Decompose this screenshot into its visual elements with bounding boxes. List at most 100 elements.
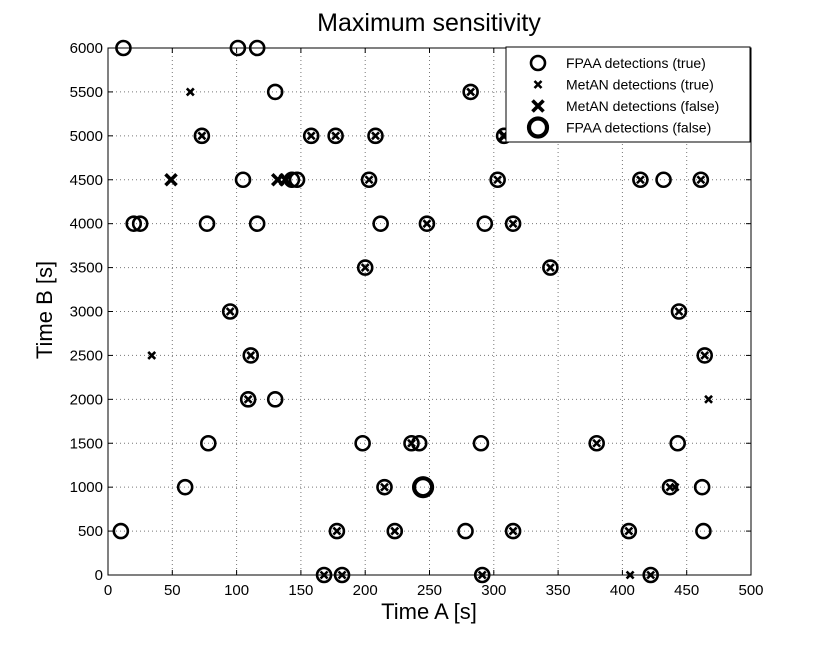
small-circle-point [695, 522, 712, 540]
small-x-point [225, 307, 235, 316]
small-circle-point [372, 215, 389, 232]
y-tick-label: 6000 [70, 40, 103, 57]
legend-marker [529, 54, 547, 72]
small-circle-point [266, 83, 284, 101]
small-circle-point [200, 434, 217, 452]
small-circle-point [403, 434, 420, 452]
large-x-point [278, 172, 293, 187]
legend-entry-label: MetAN detections (false) [566, 98, 719, 114]
small-x-point [674, 307, 684, 316]
small-x-point [246, 350, 256, 360]
large-circle-point [411, 476, 435, 499]
small-x-point [508, 219, 518, 229]
small-circle-point [234, 171, 252, 189]
small-circle-point [176, 478, 194, 496]
small-circle-point [131, 215, 149, 232]
x-tick-label: 150 [288, 582, 313, 599]
small-circle-point [288, 171, 306, 189]
small-x-point [592, 438, 602, 448]
small-circle-point [356, 259, 374, 276]
small-circle-point [418, 215, 436, 232]
small-circle-point [248, 215, 266, 232]
x-tick-label: 350 [546, 582, 571, 599]
y-tick-labels: 0 500 1000 1500 2000 2500 3000 3500 4000 4500 5000… [70, 40, 103, 584]
small-x-point [364, 175, 374, 185]
small-circle-point [620, 522, 638, 540]
small-x-point [704, 394, 713, 404]
small-circle-point [193, 127, 211, 145]
y-tick-label: 5500 [70, 84, 103, 101]
small-circle-point [669, 434, 686, 452]
small-x-point [624, 526, 634, 536]
small-circle-point [376, 478, 393, 496]
small-x-point [466, 87, 476, 97]
plot-frame [107, 47, 752, 576]
y-tick-label: 1000 [70, 479, 103, 496]
small-x-point [635, 175, 645, 185]
y-tick-label: 2500 [70, 347, 103, 364]
x-tick-label: 250 [417, 582, 442, 599]
small-x-point [243, 394, 253, 404]
small-circle-point [112, 522, 130, 540]
small-circle-point [542, 259, 559, 276]
legend-marker [526, 116, 550, 139]
legend: FPAA detections (true) MetAN detections (… [505, 46, 751, 143]
x-axis-label: Time A [s] [381, 599, 477, 624]
small-circle-point [328, 522, 346, 540]
legend-entry-label: FPAA detections (true) [566, 55, 706, 71]
x-tick-label: 500 [738, 582, 763, 599]
y-tick-label: 500 [78, 523, 103, 540]
small-circle-point [462, 83, 479, 101]
y-axis-label: Time B [s] [32, 261, 57, 359]
small-x-point [332, 526, 342, 536]
small-x-point [197, 131, 207, 141]
small-x-point [360, 263, 370, 273]
small-circle-point [588, 434, 605, 452]
small-x-point [670, 482, 680, 492]
legend-entry-label: MetAN detections (true) [566, 77, 714, 93]
small-circle-point [457, 522, 474, 540]
small-circle-point [670, 303, 688, 320]
small-x-point [331, 131, 341, 141]
y-tick-label: 3000 [70, 304, 103, 321]
small-x-point [508, 526, 518, 536]
legend-entry-label: FPAA detections (false) [566, 120, 711, 136]
y-tick-label: 5000 [70, 128, 103, 145]
small-circle-point [198, 215, 216, 232]
small-circle-point [302, 127, 320, 145]
small-circle-point [692, 171, 710, 189]
small-x-point [380, 482, 389, 492]
x-tick-label: 50 [164, 582, 181, 599]
small-circle-point [239, 391, 257, 408]
small-circle-point [266, 391, 284, 408]
large-x-point [164, 172, 178, 187]
data-marks [112, 39, 714, 584]
small-circle-point [125, 215, 143, 232]
small-x-point [696, 175, 706, 185]
small-x-point [306, 131, 316, 141]
small-x-point [390, 526, 400, 536]
small-circle-point [489, 171, 506, 189]
legend-marker [533, 80, 543, 89]
small-x-point [493, 175, 503, 185]
small-x-point [545, 263, 555, 273]
small-circle-point [327, 127, 344, 145]
series-large-circle [411, 476, 435, 499]
small-circle-point [221, 303, 239, 320]
small-circle-point [354, 434, 371, 452]
legend-marker [531, 99, 545, 113]
small-x-point [700, 350, 710, 360]
x-tick-label: 450 [674, 582, 699, 599]
x-tick-label: 100 [224, 582, 249, 599]
y-tick-label: 4000 [70, 216, 103, 233]
small-circle-point [693, 478, 711, 496]
small-x-point [371, 131, 380, 141]
y-tick-label: 1500 [70, 435, 103, 452]
chart-title: Maximum sensitivity [317, 9, 541, 37]
small-circle-point [472, 434, 490, 452]
y-tick-label: 0 [95, 567, 103, 584]
small-circle-point [242, 347, 260, 364]
small-x-point [407, 438, 416, 448]
y-tick-label: 3500 [70, 260, 103, 277]
